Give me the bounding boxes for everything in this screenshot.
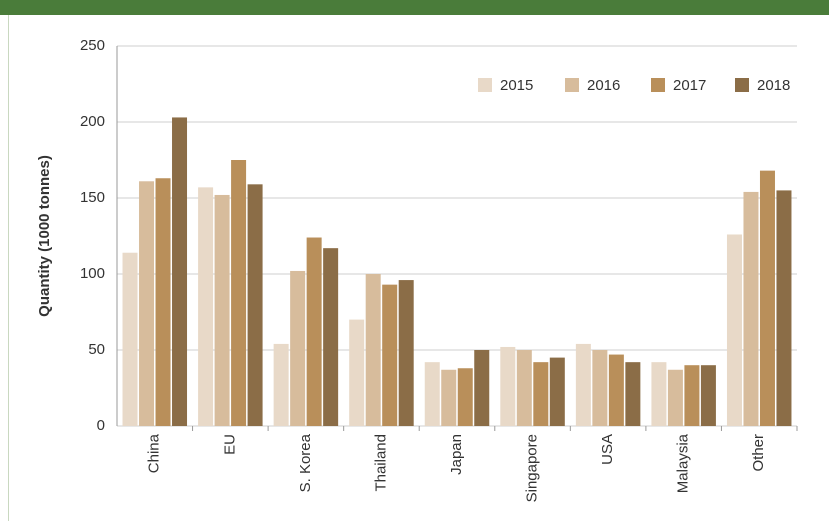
bar: [122, 252, 138, 426]
bar: [441, 369, 457, 426]
x-tick-label: China: [146, 433, 163, 473]
bar: [608, 354, 624, 426]
x-tick-label: S. Korea: [297, 433, 314, 492]
bar: [684, 365, 700, 426]
bar: [776, 190, 792, 426]
x-tick-label: Malaysia: [675, 433, 692, 493]
bar: [424, 362, 440, 426]
bar: [349, 319, 365, 426]
header-band: [0, 0, 829, 15]
bar: [198, 187, 214, 426]
bar: [273, 343, 289, 426]
legend-label: 2018: [757, 77, 790, 94]
x-tick-label: Other: [750, 434, 767, 472]
bar: [365, 274, 381, 426]
legend-label: 2017: [673, 77, 706, 94]
bar: [592, 350, 608, 426]
y-axis-label: Quantity (1000 tonnes): [36, 155, 53, 317]
bar: [247, 184, 263, 426]
bar: [214, 194, 230, 426]
bar: [231, 160, 247, 426]
bar: [323, 248, 339, 426]
y-tick-label: 100: [80, 265, 105, 282]
legend-label: 2015: [500, 77, 533, 94]
x-tick-label: Singapore: [524, 434, 541, 502]
bar: [398, 280, 414, 426]
bar: [382, 284, 398, 426]
x-tick-label: Thailand: [372, 434, 389, 492]
y-tick-label: 150: [80, 189, 105, 206]
y-tick-label: 50: [88, 341, 105, 358]
bar: [516, 350, 532, 426]
bar: [474, 350, 490, 426]
x-tick-label: EU: [221, 434, 238, 455]
bar: [139, 181, 155, 426]
bar: [290, 270, 306, 426]
bar: [172, 117, 188, 426]
legend-swatch: [478, 78, 492, 92]
y-tick-label: 0: [97, 417, 105, 434]
bar: [500, 346, 516, 426]
legend-swatch: [651, 78, 665, 92]
bar: [743, 191, 759, 426]
legend-label: 2016: [587, 77, 620, 94]
bar: [726, 234, 742, 426]
bar: [651, 362, 667, 426]
bar: [306, 237, 322, 426]
bar: [667, 369, 683, 426]
bar: [759, 170, 775, 426]
x-tick-label: Japan: [448, 434, 465, 475]
bar: [533, 362, 549, 426]
bar: [700, 365, 716, 426]
bar: [549, 357, 565, 426]
bar: [457, 368, 473, 426]
x-tick-label: USA: [599, 434, 616, 465]
bar: [625, 362, 641, 426]
legend-swatch: [565, 78, 579, 92]
y-tick-label: 200: [80, 113, 105, 130]
y-tick-label: 250: [80, 37, 105, 54]
bar: [575, 343, 591, 426]
bar: [155, 178, 171, 426]
legend-swatch: [735, 78, 749, 92]
